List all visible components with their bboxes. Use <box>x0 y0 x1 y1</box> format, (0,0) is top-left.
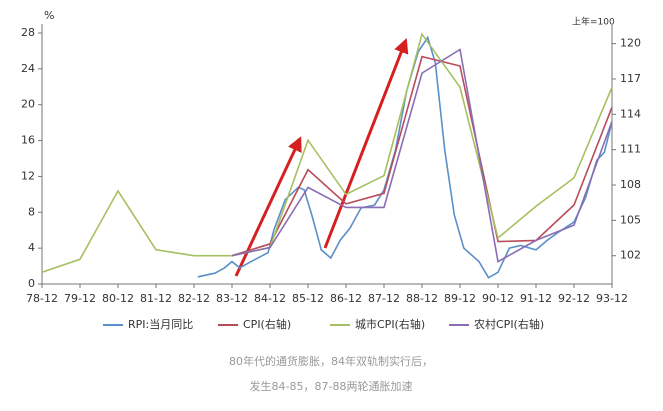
y2-tick-label: 108 <box>620 178 641 191</box>
x-tick-label: 84-12 <box>254 292 286 305</box>
x-tick-label: 88-12 <box>406 292 438 305</box>
x-tick-label: 78-12 <box>26 292 58 305</box>
series-line <box>231 48 613 263</box>
y2-tick-label: 117 <box>620 72 641 85</box>
y2-tick-label: 111 <box>620 143 641 156</box>
y-tick-label: 12 <box>21 169 35 182</box>
caption: 发生84-85，87-88两轮通胀加速 <box>250 379 413 393</box>
x-tick-label: 93-12 <box>596 292 628 305</box>
y-tick-label: 28 <box>21 26 35 39</box>
legend-label: CPI(右轴) <box>243 317 291 331</box>
series-line <box>231 55 613 257</box>
y-axis-unit: % <box>44 9 54 22</box>
x-tick-label: 86-12 <box>330 292 362 305</box>
x-tick-label: 87-12 <box>368 292 400 305</box>
x-tick-label: 79-12 <box>64 292 96 305</box>
arrow <box>323 38 409 249</box>
series-line <box>197 35 613 279</box>
y-tick-label: 20 <box>21 98 35 111</box>
y2-axis-unit: 上年=100 <box>572 16 615 28</box>
x-tick-label: 82-12 <box>178 292 210 305</box>
x-tick-label: 90-12 <box>482 292 514 305</box>
series-line <box>41 32 613 273</box>
y-tick-label: 24 <box>21 62 35 75</box>
legend-label: RPI:当月同比 <box>128 317 193 331</box>
y-tick-label: 16 <box>21 134 35 147</box>
x-tick-label: 92-12 <box>558 292 590 305</box>
x-tick-label: 80-12 <box>102 292 134 305</box>
arrow <box>234 136 302 277</box>
y-tick-label: 8 <box>28 205 35 218</box>
y2-tick-label: 105 <box>620 213 641 226</box>
x-tick-label: 81-12 <box>140 292 172 305</box>
caption: 80年代的通货膨胀，84年双轨制实行后， <box>229 354 433 368</box>
x-tick-label: 91-12 <box>520 292 552 305</box>
legend-label: 城市CPI(右轴) <box>355 317 425 331</box>
y2-tick-label: 120 <box>620 37 641 50</box>
y-tick-label: 4 <box>28 241 35 254</box>
x-tick-label: 83-12 <box>216 292 248 305</box>
y2-tick-label: 114 <box>620 107 641 120</box>
x-tick-label: 85-12 <box>292 292 324 305</box>
x-tick-label: 89-12 <box>444 292 476 305</box>
y-tick-label: 0 <box>28 277 35 290</box>
legend-label: 农村CPI(右轴) <box>474 317 544 331</box>
y2-tick-label: 102 <box>620 249 641 262</box>
